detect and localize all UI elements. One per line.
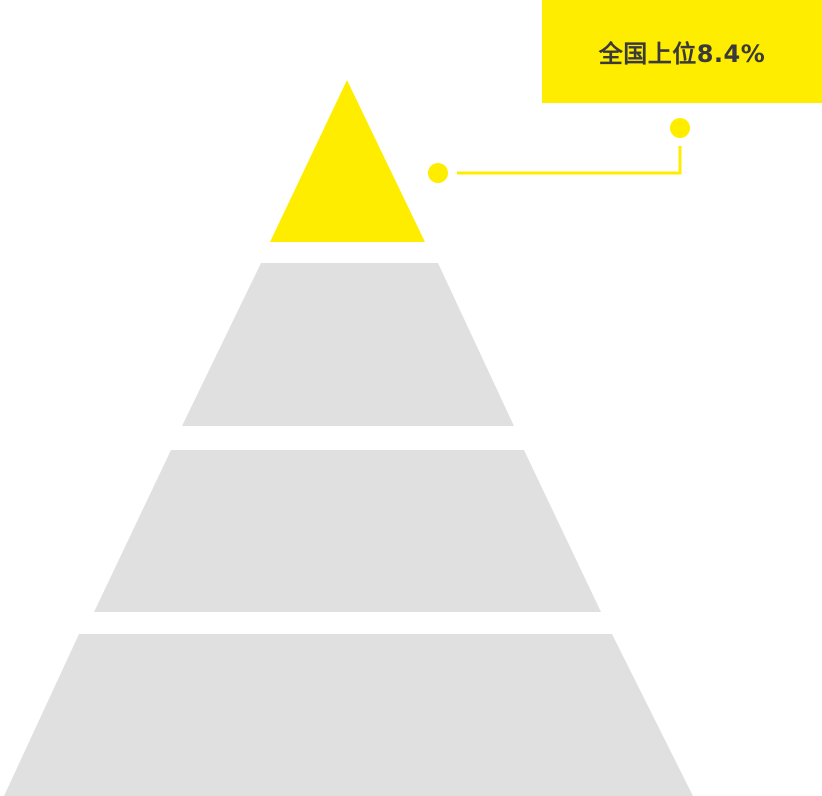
pyramid-tier-bottom [4, 634, 693, 796]
pyramid-tier-3 [94, 450, 601, 612]
pyramid-tier-top [270, 80, 425, 242]
callout-box: 全国上位8.4% [542, 0, 822, 103]
connector-end-dot [670, 118, 690, 138]
pyramid-tier-2 [182, 263, 514, 426]
callout-label: 全国上位8.4% [598, 40, 766, 68]
connector-line [457, 146, 682, 175]
callout-connector [428, 118, 690, 183]
connector-start-dot [428, 163, 448, 183]
